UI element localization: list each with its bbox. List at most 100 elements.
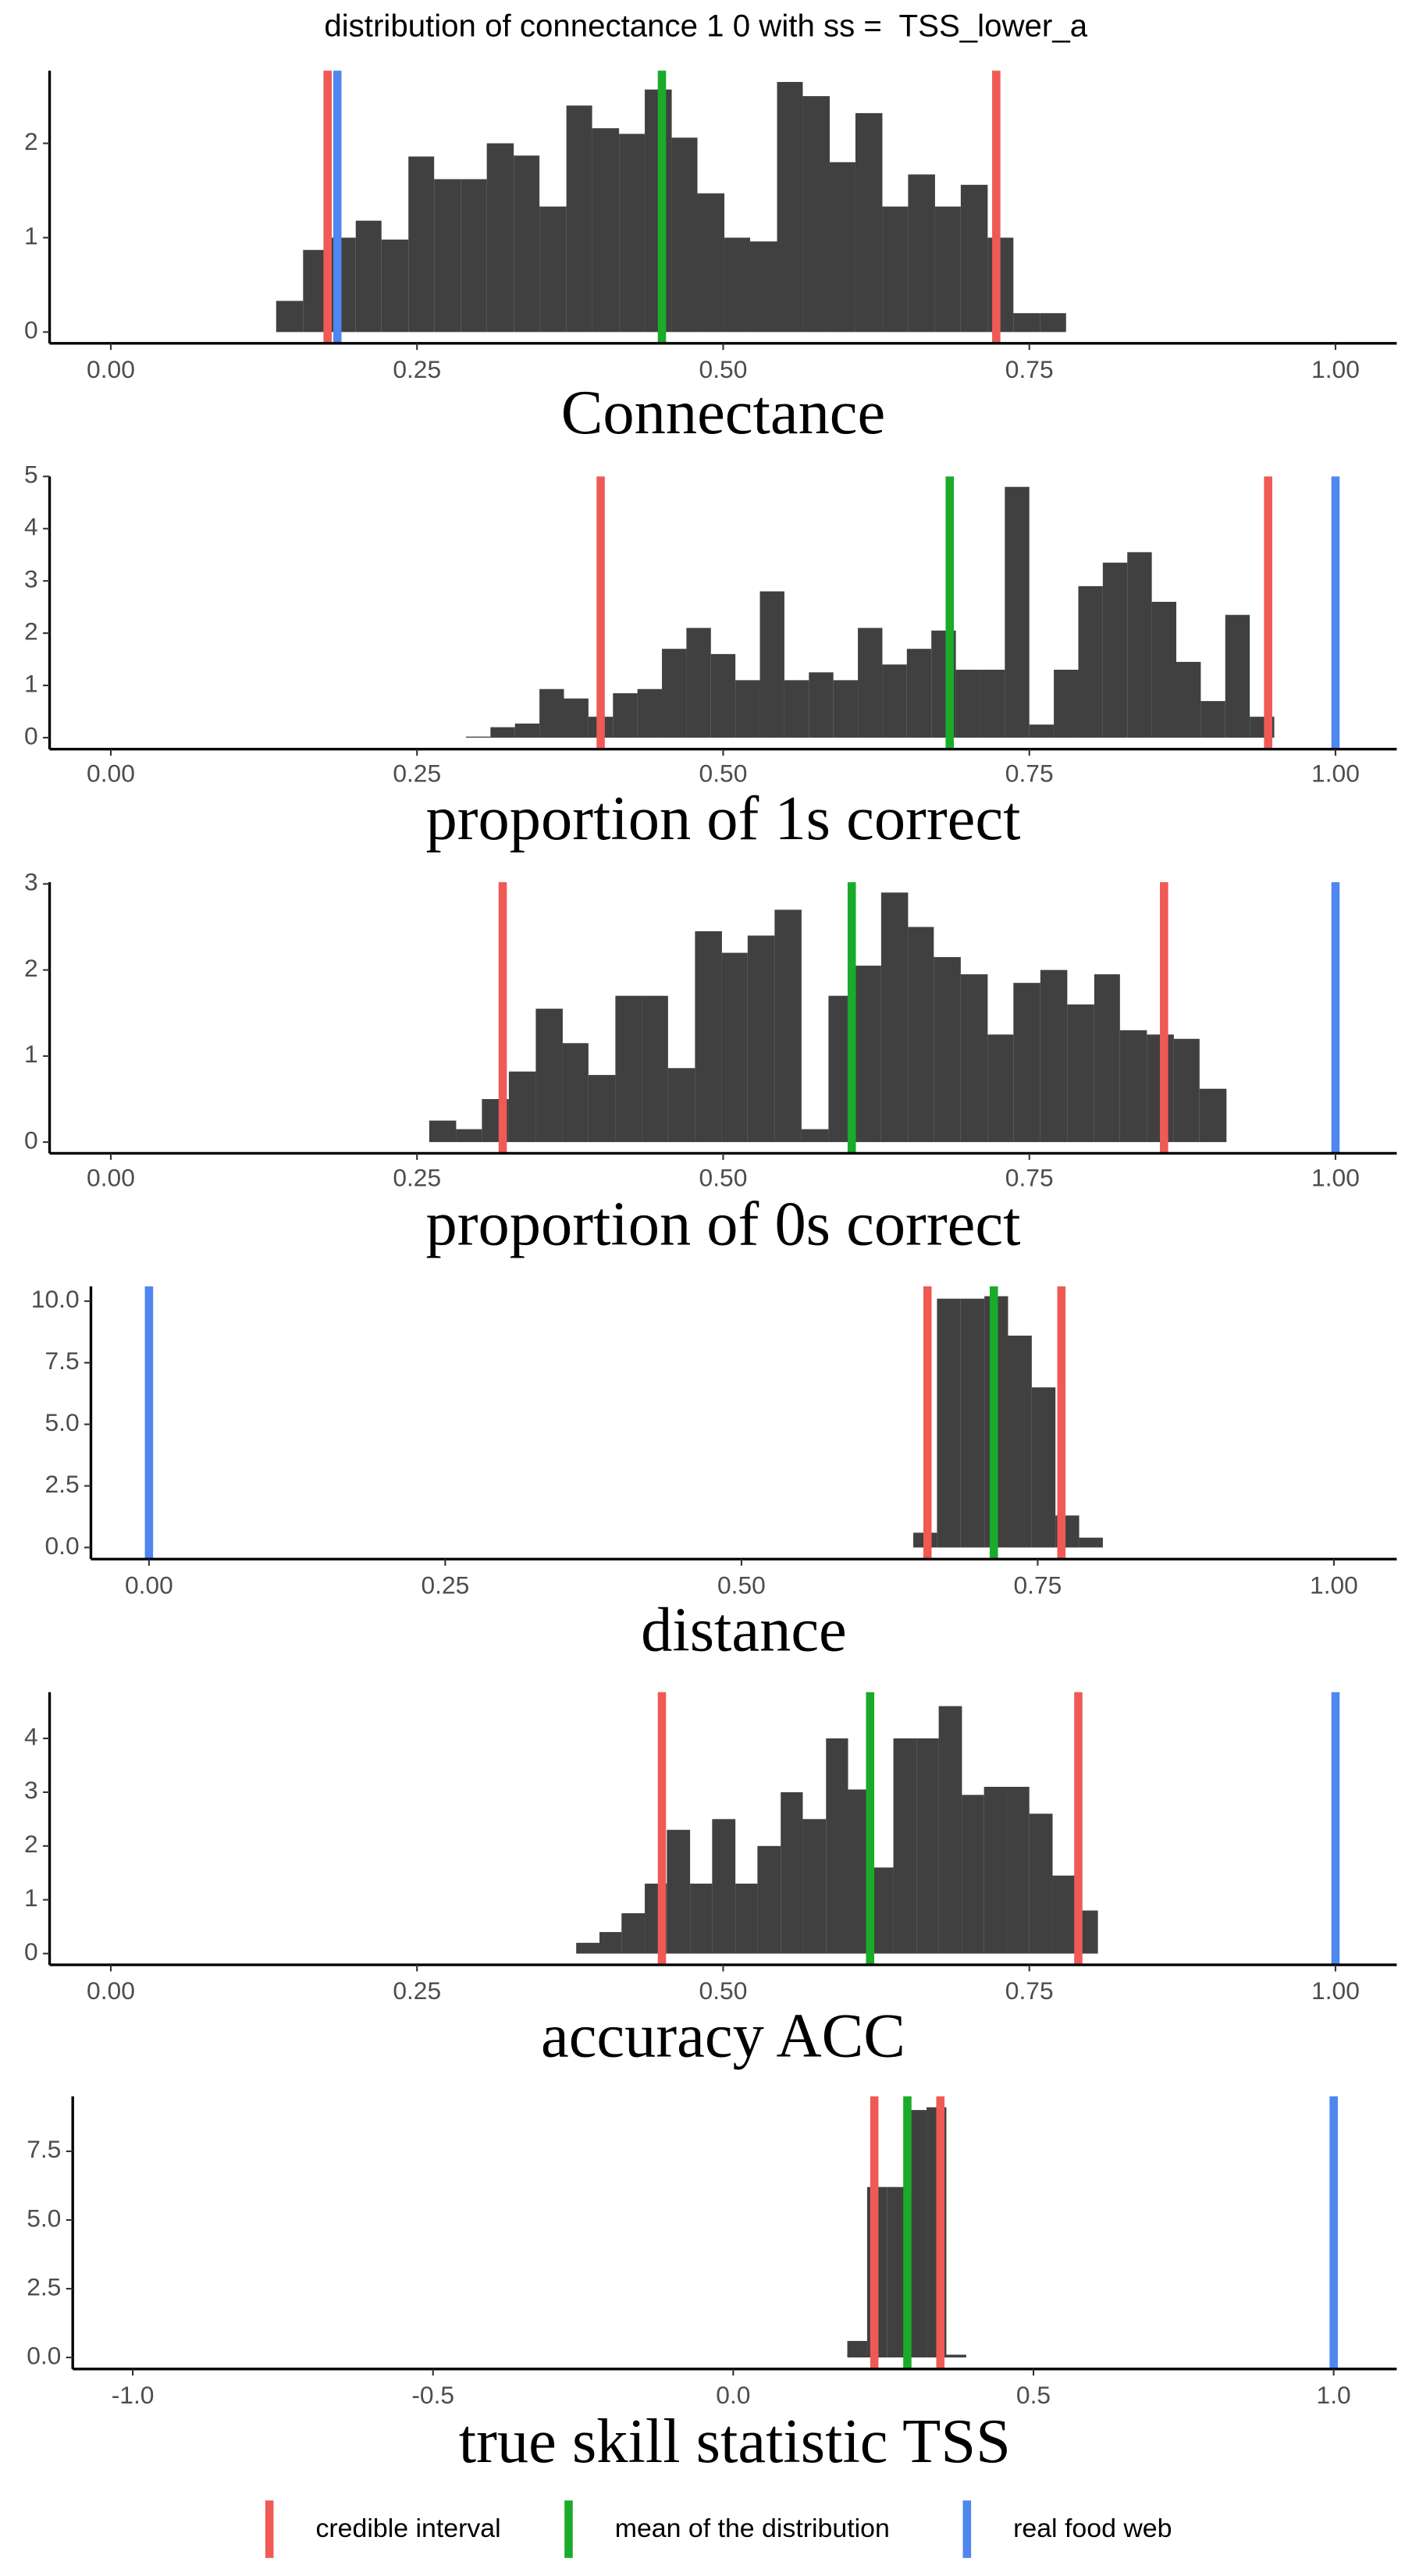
x-tick-label: 0.00 bbox=[87, 355, 135, 383]
bar bbox=[686, 628, 711, 738]
y-tick-label: 0 bbox=[24, 1937, 38, 1966]
legend-label: credible interval bbox=[315, 2514, 500, 2543]
bar bbox=[774, 909, 802, 1143]
y-tick-label: 0.0 bbox=[44, 1532, 79, 1560]
bar bbox=[946, 2354, 966, 2358]
bar bbox=[781, 1791, 803, 1954]
bar bbox=[724, 237, 750, 333]
x-tick-label: 1.00 bbox=[1310, 1571, 1358, 1599]
y-tick-label: 7.5 bbox=[44, 1347, 79, 1375]
bar bbox=[721, 952, 748, 1143]
bar bbox=[984, 1787, 1008, 1954]
x-axis-title: proportion of 0s correct bbox=[425, 1190, 1020, 1259]
bar bbox=[749, 241, 777, 333]
y-tick-label: 10.0 bbox=[31, 1285, 80, 1313]
bar bbox=[1005, 486, 1030, 738]
bar bbox=[1151, 601, 1176, 738]
bar bbox=[735, 680, 760, 738]
bar bbox=[987, 237, 1014, 333]
bar bbox=[490, 727, 515, 738]
bar bbox=[690, 1884, 713, 1954]
legend-label: mean of the distribution bbox=[615, 2514, 890, 2543]
bar bbox=[429, 1120, 457, 1143]
bar bbox=[855, 112, 883, 333]
x-tick-label: -0.5 bbox=[411, 2381, 454, 2409]
x-tick-label: 0.25 bbox=[421, 1571, 469, 1599]
bar bbox=[880, 892, 909, 1143]
bar bbox=[514, 723, 540, 738]
bar bbox=[1054, 669, 1079, 738]
bar bbox=[642, 995, 668, 1143]
y-tick-label: 0 bbox=[24, 1126, 38, 1155]
x-axis-title: distance bbox=[641, 1596, 847, 1665]
bar bbox=[456, 1129, 482, 1143]
x-tick-label: 1.00 bbox=[1311, 355, 1360, 383]
bar bbox=[938, 1706, 962, 1954]
bar bbox=[1176, 661, 1201, 738]
x-axis-title: accuracy ACC bbox=[541, 2002, 905, 2071]
bar bbox=[667, 1068, 695, 1143]
bar bbox=[562, 1043, 589, 1143]
x-tick-label: 0.50 bbox=[717, 1571, 766, 1599]
x-tick-label: 0.50 bbox=[699, 355, 748, 383]
bar bbox=[465, 736, 491, 738]
bar bbox=[564, 698, 589, 738]
bar bbox=[667, 1830, 691, 1954]
bar bbox=[833, 680, 859, 738]
bar bbox=[508, 1071, 536, 1143]
bar bbox=[621, 1912, 646, 1954]
bar bbox=[1127, 552, 1152, 738]
bar bbox=[854, 966, 881, 1143]
x-tick-label: 0.75 bbox=[1005, 1164, 1054, 1192]
bar bbox=[355, 220, 382, 333]
bar bbox=[777, 82, 803, 333]
bar bbox=[987, 1034, 1014, 1143]
bar bbox=[1119, 1030, 1147, 1143]
bar bbox=[802, 1819, 827, 1954]
bar bbox=[960, 1298, 985, 1548]
bar bbox=[960, 184, 988, 333]
bar bbox=[980, 669, 1005, 738]
x-tick-label: 0.75 bbox=[1005, 1976, 1054, 2005]
bar bbox=[1013, 983, 1040, 1143]
bar bbox=[1052, 1875, 1075, 1954]
bar bbox=[637, 688, 663, 738]
y-tick-label: 2 bbox=[24, 617, 38, 646]
bar bbox=[1199, 1088, 1227, 1143]
bar bbox=[893, 1738, 917, 1954]
bar bbox=[539, 688, 564, 738]
bar bbox=[276, 301, 304, 333]
y-tick-label: 1 bbox=[24, 1884, 38, 1912]
bar bbox=[514, 155, 540, 333]
bar bbox=[858, 628, 883, 738]
bar bbox=[576, 1942, 600, 1954]
bar bbox=[434, 179, 461, 333]
bar bbox=[759, 591, 784, 738]
y-tick-label: 5.0 bbox=[27, 2204, 61, 2232]
y-tick-label: 5 bbox=[24, 461, 38, 489]
bar bbox=[747, 935, 775, 1143]
bar bbox=[882, 206, 909, 333]
bar bbox=[906, 649, 932, 738]
bar bbox=[566, 105, 592, 333]
bar bbox=[1040, 970, 1068, 1143]
bar bbox=[916, 1738, 939, 1954]
figure-title: distribution of connectance 1 0 with ss … bbox=[324, 9, 1087, 43]
x-tick-label: 0.75 bbox=[1005, 355, 1054, 383]
y-tick-label: 3 bbox=[24, 565, 38, 593]
y-tick-label: 3 bbox=[24, 868, 38, 896]
bar bbox=[1078, 585, 1103, 738]
bar bbox=[1173, 1038, 1200, 1143]
bar bbox=[461, 179, 487, 333]
bar bbox=[1225, 614, 1250, 738]
x-tick-label: 0.25 bbox=[393, 355, 441, 383]
bar bbox=[1079, 1537, 1103, 1548]
bar bbox=[1102, 562, 1128, 738]
bar bbox=[695, 931, 722, 1143]
x-tick-label: 1.00 bbox=[1311, 1976, 1360, 2005]
x-tick-label: -1.0 bbox=[112, 2381, 155, 2409]
bar bbox=[802, 96, 830, 333]
bar bbox=[934, 206, 961, 333]
bar bbox=[955, 669, 980, 738]
